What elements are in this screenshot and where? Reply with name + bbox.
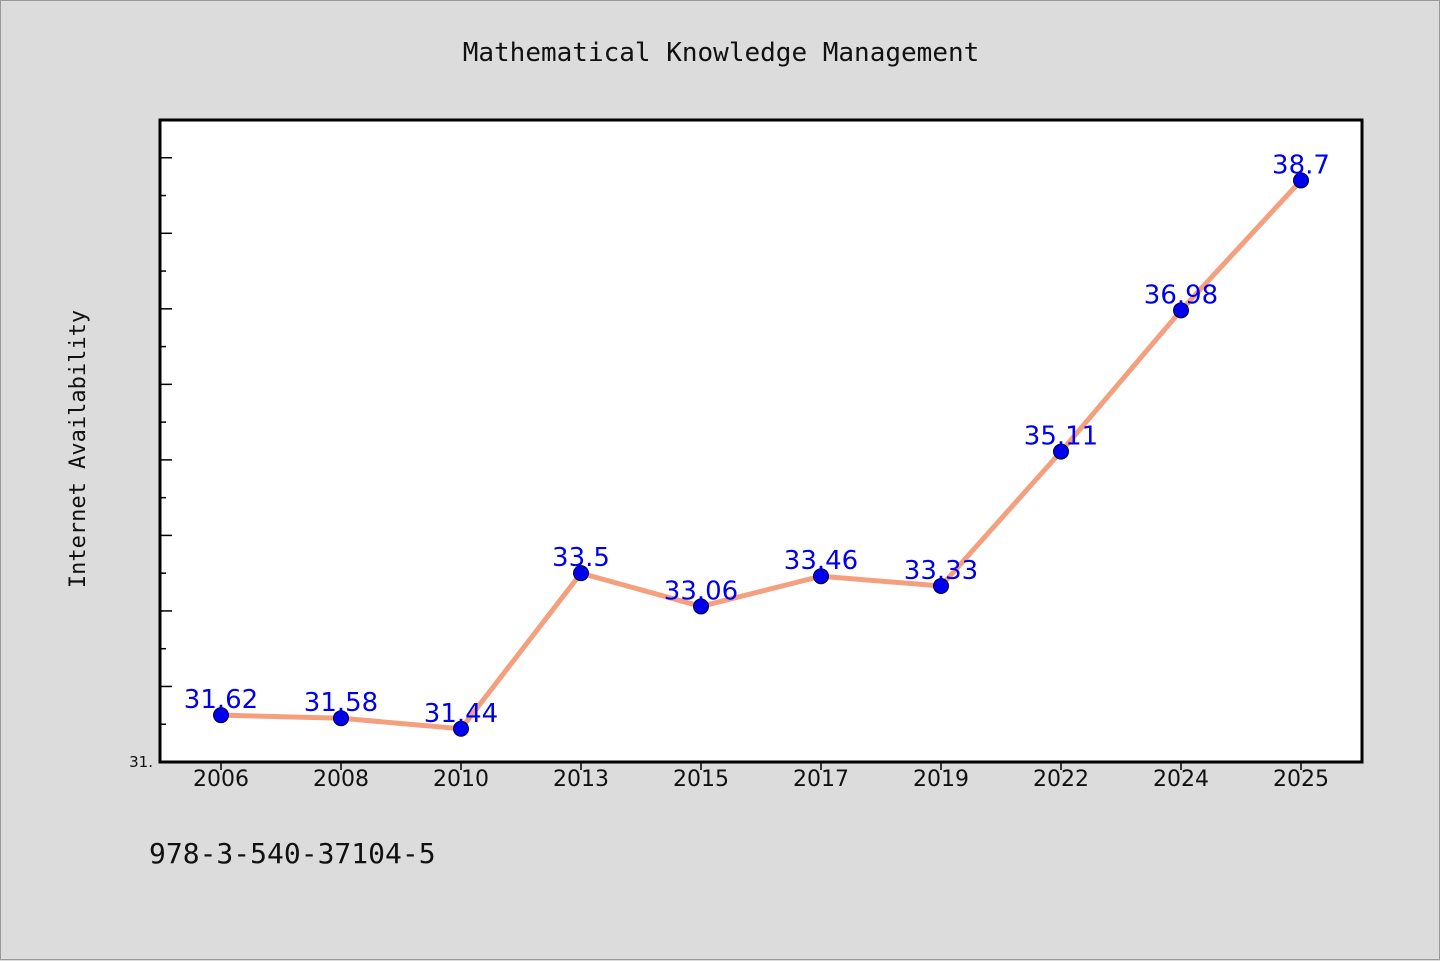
plot-area (158, 118, 1364, 764)
data-point (1053, 443, 1069, 460)
data-point (1173, 302, 1189, 319)
data-point (213, 707, 229, 724)
y-axis-min-label: 31. (129, 753, 153, 771)
x-tick-label: 2025 (1273, 767, 1329, 792)
data-labels: 31.62 31.58 31.44 33.5 33.06 33.46 33.33 35.11 3… (184, 150, 1330, 728)
y-axis-ticks (160, 119, 172, 763)
y-axis-label: Internet Availability (66, 310, 91, 588)
series-line (218, 177, 1304, 732)
isbn-footnote: 978-3-540-37104-5 (149, 837, 436, 870)
data-label: 38.7 (1272, 150, 1330, 180)
x-tick-label: 2022 (1033, 767, 1089, 792)
x-tick-label: 2010 (433, 767, 489, 792)
data-label: 33.46 (784, 546, 858, 576)
series-markers (213, 172, 1309, 737)
data-label: 31.44 (424, 699, 498, 729)
data-point (933, 578, 949, 595)
data-point (333, 710, 349, 727)
x-tick-label: 2019 (913, 767, 969, 792)
x-tick-label: 2006 (193, 767, 249, 792)
data-point (453, 720, 469, 737)
data-label: 31.58 (304, 688, 378, 718)
x-tick-label: 2008 (313, 767, 369, 792)
data-point (813, 568, 829, 585)
data-label: 36.98 (1144, 280, 1218, 310)
data-label: 33.06 (664, 576, 738, 606)
x-tick-label: 2013 (553, 767, 609, 792)
data-point (1293, 172, 1309, 189)
x-axis-ticks: 2006 2008 2010 2013 2015 2017 2019 2022 2024 2025 (193, 762, 1329, 792)
series-polyline (218, 177, 1304, 732)
data-point (693, 598, 709, 615)
data-label: 33.33 (904, 556, 978, 586)
data-label: 35.11 (1024, 422, 1098, 452)
data-label: 31.62 (184, 685, 258, 715)
data-label: 33.5 (552, 543, 610, 573)
x-tick-label: 2024 (1153, 767, 1209, 792)
data-point (573, 565, 589, 582)
x-tick-label: 2015 (673, 767, 729, 792)
chart-title: Mathematical Knowledge Management (463, 38, 980, 68)
x-tick-label: 2017 (793, 767, 849, 792)
